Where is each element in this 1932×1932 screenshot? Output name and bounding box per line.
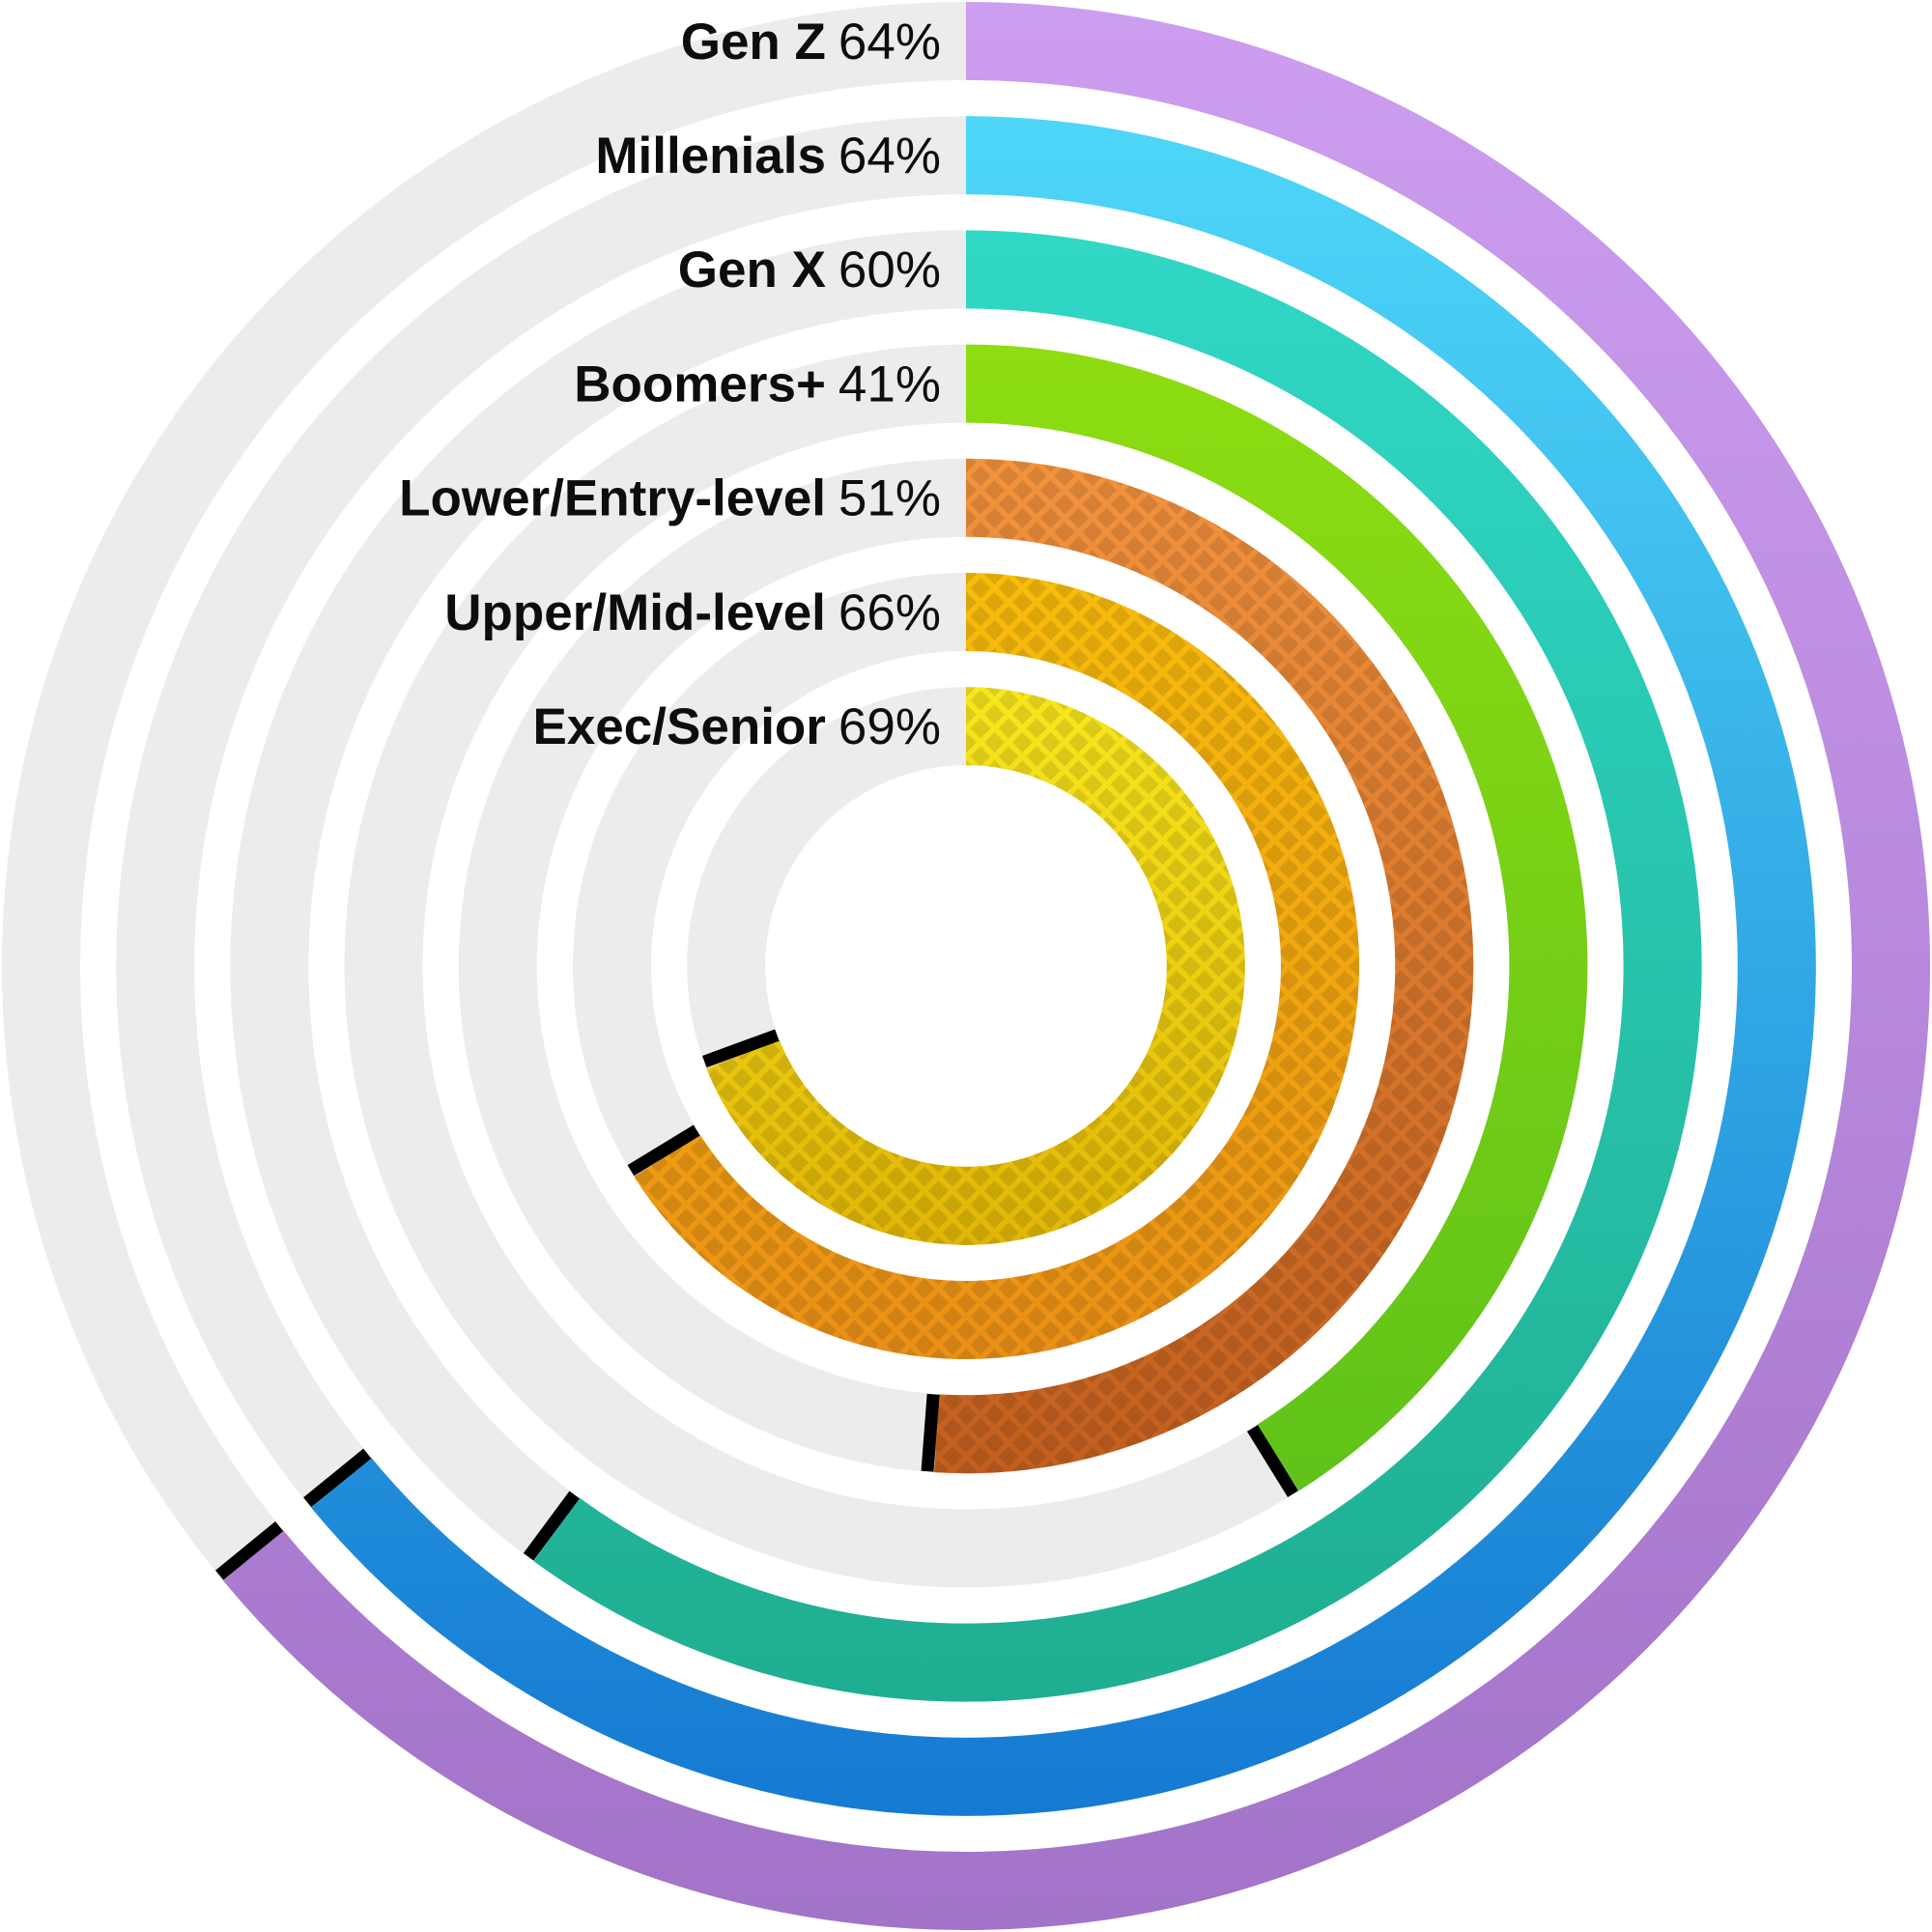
ring-label-name-gen-x: Gen X [678,242,826,298]
ring-arc-texture-exec-senior [706,687,1245,1245]
ring-label-exec-senior: Exec/Senior 69% [532,698,941,755]
ring-label-name-boomers: Boomers+ [574,355,826,412]
ring-end-cap-upper-mid-level [627,1124,700,1177]
ring-end-cap-boomers [1246,1425,1299,1497]
ring-end-cap-millenials [303,1448,372,1508]
ring-label-value-upper-mid-level: 66% [838,584,941,641]
ring-arc-gen-z [223,2,1930,1930]
ring-arc-gen-x [533,230,1702,1702]
ring-label-value-millenials: 64% [838,128,941,185]
ring-label-upper-mid-level: Upper/Mid-level 66% [444,584,941,641]
ring-label-name-upper-mid-level: Upper/Mid-level [444,584,826,641]
ring-labels: Gen Z 64%Millenials 64%Gen X 60%Boomers+ 41%… [399,14,941,755]
ring-label-name-millenials: Millenials [595,128,826,185]
ring-label-value-lower-entry-level: 51% [838,470,941,527]
ring-end-caps [215,1029,1299,1580]
ring-label-millenials: Millenials 64% [595,128,941,185]
ring-label-name-exec-senior: Exec/Senior [532,698,825,755]
ring-end-cap-lower-entry-level [921,1393,940,1472]
ring-arcs [223,2,1930,1930]
ring-arc-millenials [311,116,1816,1816]
ring-arc-boomers [965,344,1588,1492]
ring-label-value-boomers: 41% [838,355,941,412]
ring-arc-texture-upper-mid-level [634,573,1359,1359]
ring-label-value-gen-z: 64% [838,14,941,71]
ring-label-value-exec-senior: 69% [838,698,941,755]
ring-end-cap-gen-x [523,1491,580,1561]
ring-label-gen-z: Gen Z 64% [681,14,941,71]
ring-label-name-lower-entry-level: Lower/Entry-level [399,470,826,527]
ring-label-gen-x: Gen X 60% [678,242,941,298]
ring-label-boomers: Boomers+ 41% [574,355,941,412]
ring-end-cap-gen-z [215,1520,284,1580]
ring-end-cap-exec-senior [702,1029,780,1068]
ring-label-lower-entry-level: Lower/Entry-level 51% [399,470,941,527]
ring-arc-texture-lower-entry-level [934,458,1474,1474]
ring-label-name-gen-z: Gen Z [681,14,826,71]
ring-label-value-gen-x: 60% [838,242,941,298]
